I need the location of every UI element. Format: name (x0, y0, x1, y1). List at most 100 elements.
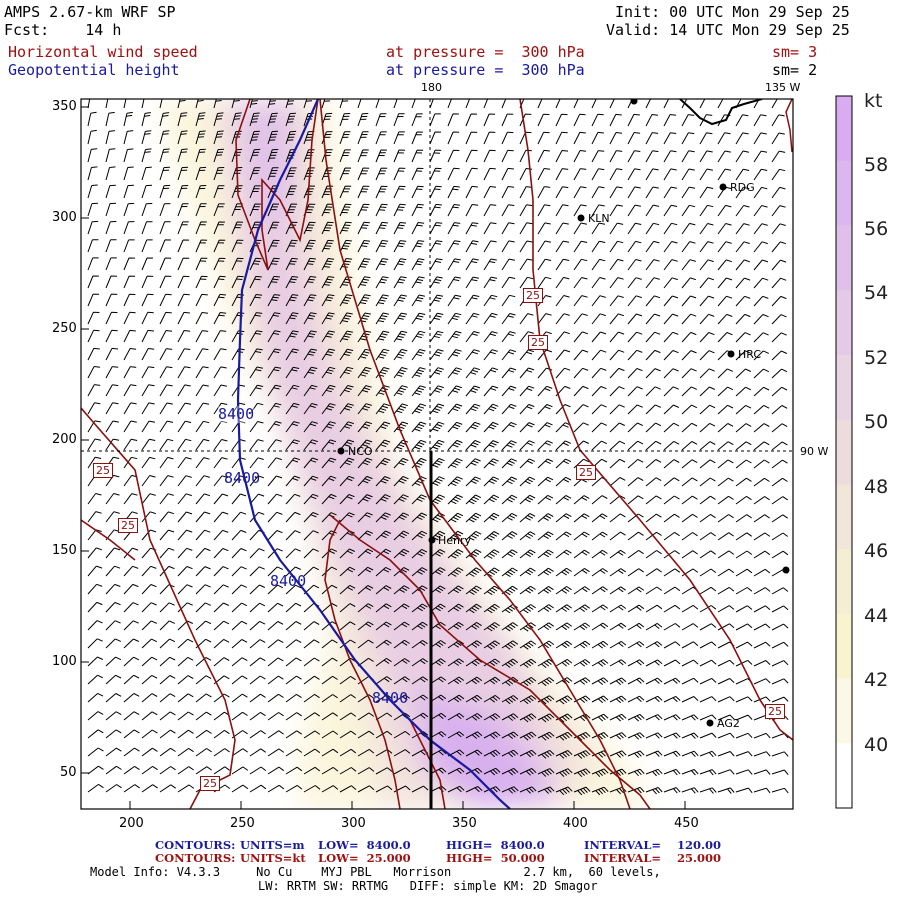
wind-barb (609, 367, 625, 379)
wind-barb (753, 769, 771, 775)
wind-barb (555, 258, 570, 271)
wind-barb (285, 167, 297, 181)
wind-barb (87, 148, 98, 163)
wind-barb (447, 367, 462, 379)
wind-barb (735, 623, 753, 631)
wind-barb (501, 349, 516, 361)
wind-barb (411, 312, 426, 325)
wind-barb (267, 275, 280, 289)
wind-barb (519, 676, 537, 687)
wind-barb (267, 639, 284, 649)
wind-barb (87, 493, 102, 505)
wind-barb (663, 659, 681, 667)
wind-barb (303, 366, 318, 379)
wind-barb (249, 711, 266, 721)
valid-time: Valid: 14 UTC Mon 29 Sep 25 (606, 21, 850, 39)
wind-barb (303, 766, 321, 775)
wind-barb (573, 168, 587, 181)
wind-barb (393, 149, 406, 163)
wind-barb (609, 677, 627, 685)
wind-barb (429, 439, 445, 451)
wind-barb (591, 586, 608, 595)
wind-barb (663, 114, 677, 127)
wind-barb (483, 622, 500, 632)
wind-barb (321, 748, 339, 757)
wind-barb (501, 622, 518, 632)
wind-barb (573, 404, 589, 415)
wind-barb (303, 712, 320, 721)
height-contour-label: 8400 (372, 689, 409, 707)
wind-barb (627, 168, 641, 181)
wind-barb (609, 99, 615, 109)
wind-barb (249, 748, 266, 757)
wind-barb (519, 367, 535, 379)
wind-barb (555, 113, 568, 127)
wind-barb (645, 531, 662, 541)
wind-barb (555, 750, 573, 759)
wind-barb (519, 567, 536, 577)
wind-barb (627, 222, 642, 235)
wind-barb (213, 203, 225, 217)
wind-barb (735, 150, 749, 163)
wind-barb (735, 714, 753, 721)
wind-barb (609, 549, 626, 559)
wind-barb (249, 185, 261, 199)
wind-barb (375, 312, 389, 325)
wind-barb (483, 349, 498, 361)
wind-barb (141, 693, 158, 703)
wind-barb (285, 566, 301, 577)
wind-barb (627, 440, 644, 451)
wind-barb (357, 276, 371, 289)
wind-barb (663, 168, 677, 181)
wind-barb (393, 99, 401, 109)
wind-barb (159, 366, 173, 379)
wind-barb (267, 239, 280, 253)
wind-barb (519, 476, 536, 487)
wind-barb (555, 222, 569, 235)
wind-barb (771, 623, 789, 631)
wind-barb (141, 584, 157, 595)
wind-barb (123, 674, 140, 685)
wind-barb (105, 329, 118, 343)
station-markers (337, 99, 790, 727)
wind-barb (411, 658, 428, 667)
wind-barb (753, 132, 767, 145)
wind-barb (645, 440, 662, 451)
wind-barb (195, 693, 212, 703)
wind-barb (519, 531, 536, 541)
wind-barb (771, 459, 788, 469)
wind-barb (501, 167, 514, 181)
wind-barb (393, 749, 411, 757)
wind-barb (573, 131, 586, 145)
wind-barb (357, 99, 362, 109)
wind-barb (735, 587, 753, 595)
wind-barb (699, 568, 717, 577)
wind-barb (141, 130, 152, 145)
wind-barb (627, 368, 643, 379)
wind-barb (105, 765, 122, 775)
wind-barb (267, 693, 284, 703)
wind-barb (771, 787, 789, 794)
wind-barb (213, 239, 226, 253)
wind-barb (141, 99, 145, 109)
wind-barb (321, 258, 335, 271)
wind-barb (213, 529, 229, 541)
wind-barb (663, 350, 679, 361)
wind-barb (465, 312, 480, 325)
wind-barb (573, 640, 591, 649)
wind-barb (303, 330, 317, 343)
wind-barb (609, 513, 626, 523)
wind-barb (663, 787, 681, 794)
wind-barb (195, 620, 212, 631)
wind-barb (267, 475, 283, 487)
wind-barb (231, 620, 248, 631)
wind-barb (681, 277, 697, 289)
colorbar-label: 40 (864, 734, 889, 756)
wind-barb (123, 747, 140, 757)
wind-barb (393, 203, 406, 217)
colorbar-label: 46 (864, 540, 889, 562)
wind-barb (681, 350, 697, 361)
wind-barb (339, 694, 356, 703)
wind-barb (483, 713, 501, 721)
wind-barb (393, 530, 410, 541)
